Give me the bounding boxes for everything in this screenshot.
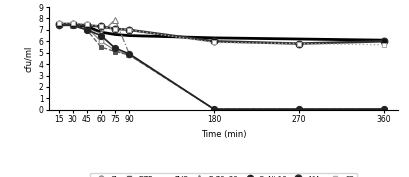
CuNi 10 <box>296 108 301 110</box>
DZR <box>98 46 103 48</box>
PVC <box>98 31 103 33</box>
Line: SS: SS <box>56 21 385 47</box>
Ct <box>70 23 75 25</box>
Line: Br70v30: Br70v30 <box>56 17 385 112</box>
PVC <box>56 23 61 25</box>
Br70v30 <box>98 32 103 34</box>
DZR <box>56 23 61 25</box>
SS <box>56 22 61 24</box>
CuNi 10 <box>380 108 385 110</box>
CuNi 10 <box>126 53 131 55</box>
PVC <box>84 25 89 28</box>
SS <box>211 41 216 44</box>
CuNi 10 <box>112 47 117 49</box>
Ct <box>126 54 131 56</box>
PVC <box>211 37 216 39</box>
SS <box>112 28 117 30</box>
Line: PVC: PVC <box>58 24 383 40</box>
Br70v30 <box>84 28 89 30</box>
Ct <box>98 40 103 42</box>
NiAg <box>380 40 385 42</box>
NiAg <box>296 42 301 45</box>
Br70v30 <box>211 108 216 110</box>
NiAg <box>211 40 216 42</box>
SS <box>84 23 89 25</box>
DZR <box>211 108 216 110</box>
DZR <box>84 29 89 31</box>
CuNi 10 <box>56 24 61 26</box>
NiAg <box>84 24 89 26</box>
NiAg <box>126 29 131 31</box>
NiAg <box>98 25 103 28</box>
Br70v30 <box>112 19 117 21</box>
CuNi 10 <box>211 108 216 110</box>
Line: NiAg: NiAg <box>55 21 386 47</box>
Ct <box>211 108 216 110</box>
PVC <box>380 39 385 41</box>
Ct <box>84 27 89 29</box>
DZR <box>296 108 301 110</box>
DZR <box>380 108 385 110</box>
NiAg <box>56 23 61 25</box>
Br70v30 <box>56 23 61 25</box>
Ct <box>380 108 385 110</box>
PVC <box>126 35 131 37</box>
Line: CuNi 10: CuNi 10 <box>55 22 386 112</box>
DZR <box>70 24 75 26</box>
Legend: Ct, DZR, PVC, Br70v30, CuNi 10, NiAg, SS: Ct, DZR, PVC, Br70v30, CuNi 10, NiAg, SS <box>90 173 356 177</box>
Br70v30 <box>126 53 131 55</box>
SS <box>98 25 103 28</box>
SS <box>70 22 75 24</box>
SS <box>126 29 131 31</box>
Br70v30 <box>70 24 75 26</box>
CuNi 10 <box>70 24 75 26</box>
PVC <box>112 33 117 36</box>
Ct <box>56 25 61 28</box>
NiAg <box>70 23 75 25</box>
X-axis label: Time (min): Time (min) <box>200 130 245 139</box>
Br70v30 <box>380 108 385 110</box>
Y-axis label: cfu/ml: cfu/ml <box>24 45 33 72</box>
DZR <box>126 54 131 56</box>
Ct <box>296 108 301 110</box>
Ct <box>112 49 117 52</box>
NiAg <box>112 28 117 30</box>
CuNi 10 <box>98 35 103 37</box>
DZR <box>112 50 117 53</box>
Br70v30 <box>296 108 301 110</box>
PVC <box>70 23 75 25</box>
SS <box>380 44 385 46</box>
SS <box>296 42 301 45</box>
CuNi 10 <box>84 29 89 31</box>
PVC <box>296 38 301 40</box>
Line: DZR: DZR <box>56 22 385 112</box>
Line: Ct: Ct <box>56 22 385 112</box>
